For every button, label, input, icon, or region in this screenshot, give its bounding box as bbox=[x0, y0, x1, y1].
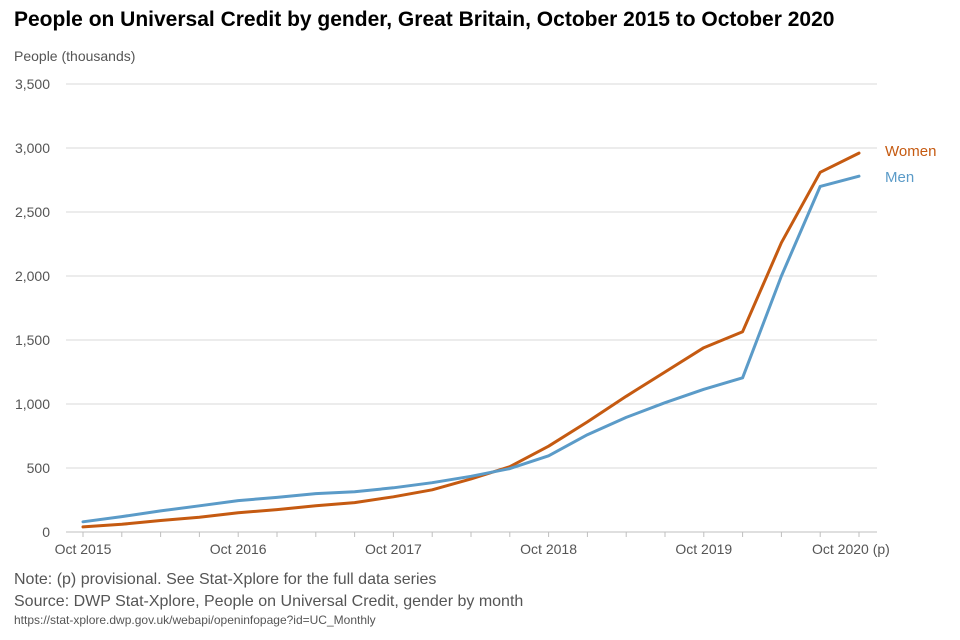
y-tick-label: 2,500 bbox=[15, 204, 50, 220]
y-tick-label: 2,000 bbox=[15, 268, 50, 284]
y-tick-label: 500 bbox=[27, 460, 51, 476]
note-provisional: Note: (p) provisional. See Stat-Xplore f… bbox=[14, 571, 437, 588]
legend-label-men: Men bbox=[885, 169, 914, 186]
chart-title: People on Universal Credit by gender, Gr… bbox=[14, 8, 835, 31]
y-tick-label: 0 bbox=[42, 524, 50, 540]
x-tick-label: Oct 2016 bbox=[210, 541, 267, 557]
y-tick-label: 1,500 bbox=[15, 332, 50, 348]
gridlines bbox=[66, 83, 877, 469]
y-tick-label: 3,500 bbox=[15, 76, 50, 92]
x-tick-label: Oct 2015 bbox=[55, 541, 112, 557]
x-axis: Oct 2015 Oct 2016 Oct 2017 Oct 2018 Oct 2019… bbox=[55, 531, 890, 557]
source-url: https://stat-xplore.dwp.gov.uk/webapi/op… bbox=[14, 613, 376, 627]
y-axis-label: People (thousands) bbox=[14, 48, 136, 64]
y-tick-label: 1,000 bbox=[15, 396, 50, 412]
y-tick-label: 3,000 bbox=[15, 140, 50, 156]
series-line-women bbox=[81, 151, 861, 529]
x-tick-label: Oct 2017 bbox=[365, 541, 422, 557]
series-line-men bbox=[81, 174, 861, 524]
source-note: Source: DWP Stat-Xplore, People on Unive… bbox=[14, 593, 524, 610]
x-tick-label: Oct 2018 bbox=[520, 541, 577, 557]
y-axis-ticks: 0 500 1,000 1,500 2,000 2,500 3,000 3,500 bbox=[15, 76, 50, 540]
series-lines bbox=[81, 151, 861, 529]
legend: Women Men bbox=[885, 143, 936, 186]
x-tick-label: Oct 2020 (p) bbox=[812, 541, 890, 557]
x-tick-label: Oct 2019 bbox=[675, 541, 732, 557]
chart-plot: 0 500 1,000 1,500 2,000 2,500 3,000 3,500 Oct 2… bbox=[15, 76, 936, 557]
legend-label-women: Women bbox=[885, 143, 936, 160]
